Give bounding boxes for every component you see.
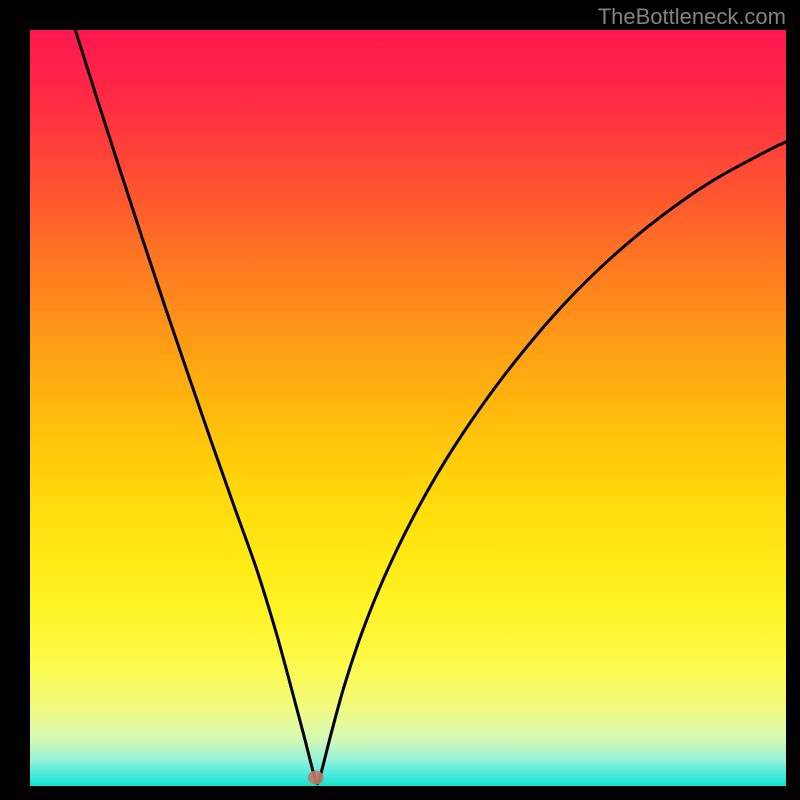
chart-container: TheBottleneck.com bbox=[0, 0, 800, 800]
watermark-text: TheBottleneck.com bbox=[598, 4, 786, 30]
chart-svg bbox=[30, 30, 786, 786]
optimum-marker bbox=[308, 771, 324, 785]
plot-area bbox=[30, 30, 786, 786]
gradient-background bbox=[30, 30, 786, 786]
